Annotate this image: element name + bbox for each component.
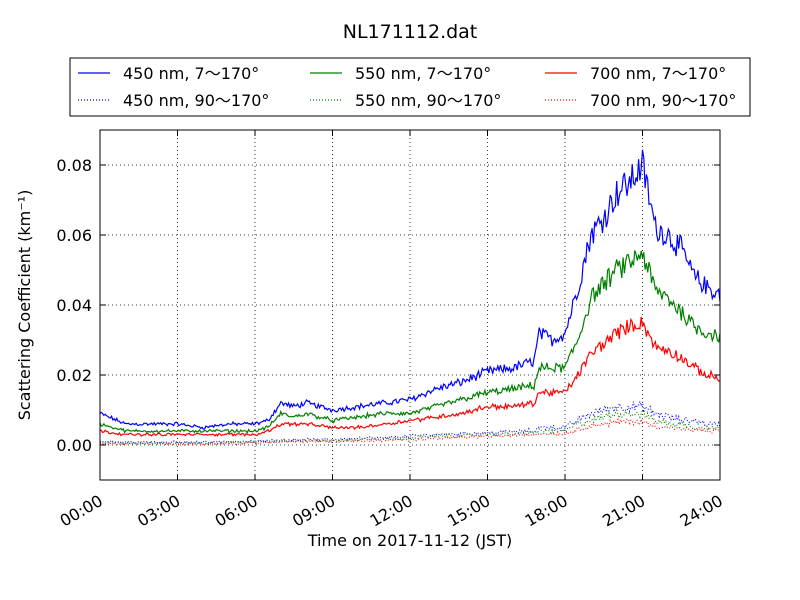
y-tick-label: 0.00 bbox=[56, 436, 92, 455]
series-line-700-nm-7-170 bbox=[99, 316, 721, 437]
legend-label: 550 nm, 7～170° bbox=[355, 64, 491, 83]
chart-title: NL171112.dat bbox=[343, 21, 478, 43]
series-line-450-nm-7-170 bbox=[99, 149, 721, 430]
y-tick-label: 0.06 bbox=[56, 226, 92, 245]
y-tick-label: 0.02 bbox=[56, 366, 92, 385]
legend-label: 450 nm, 7～170° bbox=[123, 64, 259, 83]
legend-label: 450 nm, 90～170° bbox=[123, 91, 269, 110]
grid bbox=[100, 130, 720, 480]
legend-label: 700 nm, 90～170° bbox=[590, 91, 736, 110]
x-axis-label: Time on 2017-11-12 (JST) bbox=[307, 531, 512, 550]
legend-label: 550 nm, 90～170° bbox=[355, 91, 501, 110]
y-axis-label: Scattering Coefficient (km⁻¹) bbox=[15, 190, 34, 421]
y-tick-label: 0.08 bbox=[56, 156, 92, 175]
series-line-550-nm-90-170 bbox=[99, 408, 721, 446]
legend-box bbox=[69, 57, 751, 117]
legend-label: 700 nm, 7～170° bbox=[590, 64, 726, 83]
legend: 450 nm, 7～170° 550 nm, 7～170° 700 nm, 7～17… bbox=[69, 57, 751, 117]
series-lines bbox=[99, 149, 721, 446]
y-tick-label: 0.04 bbox=[56, 296, 92, 315]
series-line-550-nm-7-170 bbox=[99, 250, 721, 435]
